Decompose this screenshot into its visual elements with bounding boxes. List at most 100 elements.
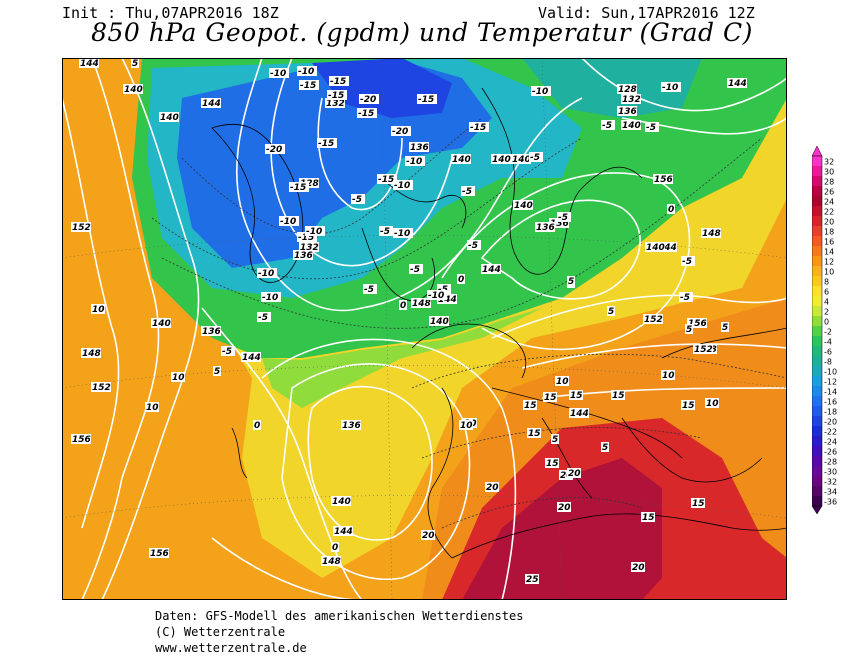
legend-label: 2 — [824, 308, 829, 317]
svg-text:-15: -15 — [358, 109, 374, 119]
svg-text:20: 20 — [422, 531, 435, 541]
svg-text:5: 5 — [722, 323, 728, 333]
temperature-label: -20 — [391, 126, 411, 137]
svg-text:5: 5 — [608, 307, 614, 317]
legend-label: 8 — [824, 278, 829, 287]
svg-text:140: 140 — [512, 155, 531, 165]
svg-text:-5: -5 — [646, 123, 656, 133]
legend-swatch — [812, 346, 822, 356]
temperature-label: -5 — [679, 292, 693, 303]
temperature-label: 5 — [601, 442, 609, 453]
svg-text:-5: -5 — [530, 153, 540, 163]
geopotential-label: 140 — [451, 154, 471, 165]
legend-swatch — [812, 286, 822, 296]
legend-swatch — [812, 456, 822, 466]
geopotential-label: 144 — [241, 352, 261, 363]
temperature-label: -10 — [393, 180, 413, 191]
svg-text:5: 5 — [552, 435, 558, 445]
legend-swatch — [812, 316, 822, 326]
temperature-label: 10 — [555, 376, 569, 387]
temperature-label: 20 — [567, 468, 581, 479]
svg-text:20: 20 — [560, 471, 573, 481]
footer-website[interactable]: www.wetterzentrale.de — [155, 641, 307, 655]
legend-swatch — [812, 296, 822, 306]
svg-text:10: 10 — [146, 403, 159, 413]
svg-text:10: 10 — [460, 421, 473, 431]
legend-swatch — [812, 446, 822, 456]
graticule — [62, 58, 787, 600]
svg-text:5: 5 — [132, 59, 138, 69]
geopotential-label: 140 — [159, 112, 179, 123]
temperature-label: 5 — [567, 276, 575, 287]
svg-text:0: 0 — [668, 205, 674, 215]
legend-label: 28 — [824, 178, 834, 187]
svg-text:152: 152 — [92, 383, 111, 393]
geopotential-label: 144 — [79, 58, 99, 69]
svg-text:144: 144 — [482, 265, 501, 275]
temperature-label: 15 — [523, 400, 537, 411]
svg-text:-20: -20 — [360, 95, 376, 105]
svg-text:136: 136 — [410, 143, 429, 153]
svg-text:144: 144 — [658, 243, 677, 253]
legend-swatch — [812, 216, 822, 226]
svg-text:-5: -5 — [682, 257, 692, 267]
svg-text:25: 25 — [526, 575, 539, 585]
svg-text:136: 136 — [202, 327, 221, 337]
svg-text:-10: -10 — [428, 291, 444, 301]
legend-swatch — [812, 406, 822, 416]
weather-map: 1441401441401321281321361361401281321361… — [62, 58, 787, 600]
legend-label: 4 — [824, 298, 829, 307]
svg-text:-5: -5 — [410, 265, 420, 275]
svg-text:-10: -10 — [532, 87, 548, 97]
svg-text:5: 5 — [568, 277, 574, 287]
temperature-label: -10 — [279, 216, 299, 227]
legend-swatch — [812, 256, 822, 266]
svg-text:-15: -15 — [290, 183, 306, 193]
svg-text:140: 140 — [514, 201, 533, 211]
temperature-label: -5 — [363, 284, 377, 295]
temperature-label: 20 — [421, 530, 435, 541]
legend-label: -6 — [824, 348, 832, 357]
svg-text:-15: -15 — [470, 123, 486, 133]
temperature-label: 15 — [569, 390, 583, 401]
legend-swatch — [812, 426, 822, 436]
map-title: 850 hPa Geopot. (gpdm) und Temperatur (G… — [91, 18, 753, 47]
geopotential-label: 152 — [643, 314, 663, 325]
legend-labels: 32302826242220181614121086420-2-4-6-8-10… — [824, 158, 837, 507]
temp-zone-lightgreen — [262, 308, 542, 408]
legend-label: -4 — [824, 338, 832, 347]
geopotential-label: 156 — [687, 318, 707, 329]
svg-text:-15: -15 — [378, 175, 394, 185]
svg-text:5: 5 — [686, 325, 692, 335]
geopotential-labels: 1441401441401321281321361361401281321361… — [71, 58, 747, 567]
legend-swatch — [812, 486, 822, 496]
svg-text:0: 0 — [254, 421, 260, 431]
svg-text:156: 156 — [150, 549, 169, 559]
legend-label: -30 — [824, 468, 837, 477]
legend-swatch — [812, 376, 822, 386]
svg-text:15: 15 — [642, 513, 655, 523]
temperature-label: 15 — [691, 498, 705, 509]
geopotential-label: 156 — [71, 434, 91, 445]
svg-text:140: 140 — [152, 319, 171, 329]
svg-text:-10: -10 — [280, 217, 296, 227]
temperature-label: -15 — [317, 138, 337, 149]
legend-swatch — [812, 356, 822, 366]
legend-swatch — [812, 236, 822, 246]
geopotential-label: 156 — [653, 174, 673, 185]
geopotential-label: 136 — [409, 142, 429, 153]
temperature-label: -5 — [529, 152, 543, 163]
geopotential-label: 144 — [481, 264, 501, 275]
svg-text:-10: -10 — [298, 67, 314, 77]
temperature-label: 5 — [685, 324, 693, 335]
svg-text:-5: -5 — [352, 195, 362, 205]
legend-swatch — [812, 466, 822, 476]
geopotential-label: 140 — [645, 242, 665, 253]
legend-label: -2 — [824, 328, 832, 337]
legend-label: -22 — [824, 428, 837, 437]
svg-text:10: 10 — [662, 371, 675, 381]
temperature-label: 0 — [399, 300, 407, 311]
svg-text:156: 156 — [72, 435, 91, 445]
temperature-label: -5 — [681, 256, 695, 267]
legend-swatch — [812, 436, 822, 446]
